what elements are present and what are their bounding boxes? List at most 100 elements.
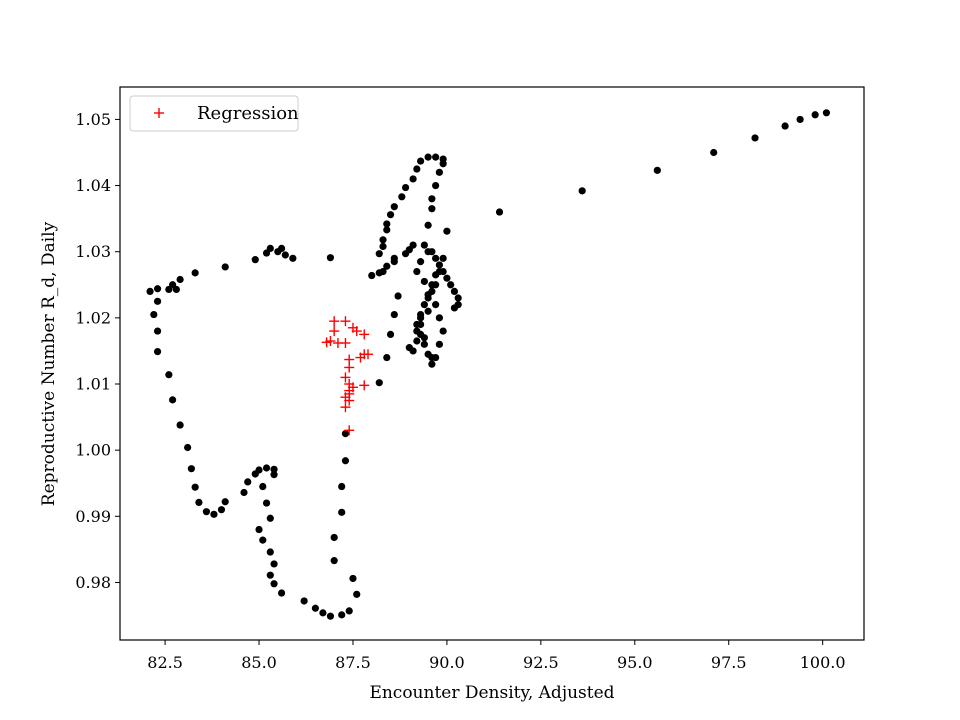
data-point-s0-41 [454,294,462,302]
data-point-s0-116 [255,466,263,474]
data-point-s0-144 [375,379,383,387]
data-point-s0-119 [270,471,278,479]
data-point-s0-47 [424,307,432,315]
data-point-s0-31 [417,310,425,319]
data-point-s0-148 [394,292,402,300]
data-point-s0-24 [439,327,447,335]
data-points [146,109,831,620]
data-point-s0-71 [379,242,387,251]
data-point-s0-48 [417,320,425,329]
data-point-s0-0 [822,109,831,117]
legend-label-regression: Regression [197,103,299,124]
data-point-s0-96 [153,285,162,293]
data-point-s0-145 [383,353,391,362]
data-point-s0-108 [195,498,203,507]
data-point-s0-64 [401,183,410,192]
data-point-s0-110 [210,510,218,518]
data-point-s0-95 [172,285,180,294]
data-point-s0-107 [191,483,199,491]
regression-point-19 [340,402,351,413]
regression-point-23 [355,352,366,363]
data-point-s0-91 [191,269,199,277]
data-point-s0-134 [338,611,346,619]
legend-box [129,95,299,132]
y-tick-label: 0.98 [75,573,111,592]
data-point-s0-89 [251,256,259,264]
data-point-s0-88 [262,249,271,257]
data-point-s0-4 [751,134,759,142]
data-point-s0-22 [432,301,440,309]
x-tick-label: 95.0 [617,653,653,672]
data-point-s0-49 [420,334,428,342]
data-point-s0-97 [146,287,154,295]
data-point-s0-126 [270,560,278,568]
data-point-s0-40 [450,287,459,295]
data-point-s0-35 [432,271,440,279]
data-point-s0-136 [353,590,361,598]
legend: Regression [129,95,299,132]
data-point-s0-123 [255,525,263,534]
data-point-s0-60 [424,153,432,161]
data-point-s0-43 [450,304,459,312]
data-point-s0-105 [184,443,192,452]
data-point-s0-124 [259,536,267,544]
regression-point-24 [359,380,370,391]
data-point-s0-8 [495,208,504,216]
data-point-s0-109 [202,508,211,516]
data-point-s0-54 [428,195,436,203]
x-tick-label: 92.5 [523,653,559,672]
data-point-s0-1 [811,111,819,119]
data-point-s0-6 [653,166,661,174]
data-point-s0-141 [338,482,346,491]
data-point-s0-78 [383,262,391,270]
data-point-s0-82 [326,254,335,262]
y-tick-label: 1.05 [75,110,111,129]
data-point-s0-36 [435,261,443,269]
data-point-s0-100 [153,327,162,335]
data-point-s0-92 [176,275,184,284]
data-point-s0-67 [386,211,395,219]
x-tick-label: 90.0 [429,653,465,672]
data-point-s0-39 [447,281,455,289]
data-point-s0-127 [266,571,274,579]
y-axis-label: Reproductive Number R_d, Daily [39,221,59,506]
data-point-s0-18 [417,258,425,266]
data-point-s0-32 [420,301,428,309]
y-tick-label: 0.99 [75,507,111,526]
regression-point-8 [340,337,351,348]
data-point-s0-135 [345,607,353,615]
data-point-s0-121 [262,499,271,507]
data-point-s0-72 [375,250,383,258]
legend-marker-regression [154,108,164,118]
data-point-s0-66 [390,203,398,211]
data-point-s0-65 [398,193,406,201]
data-point-s0-140 [338,508,346,516]
data-point-s0-133 [326,612,335,620]
data-point-s0-103 [169,396,177,404]
regression-point-4 [359,329,370,340]
data-point-s0-51 [428,360,436,368]
data-point-s0-94 [165,285,173,294]
data-point-s0-139 [330,533,338,542]
data-point-s0-53 [428,205,436,213]
y-tick-label: 1.02 [75,308,111,327]
data-point-s0-70 [379,236,387,244]
data-point-s0-10 [439,254,447,262]
data-point-s0-99 [150,310,158,319]
x-tick-label: 82.5 [147,653,183,672]
data-point-s0-5 [710,148,718,157]
data-point-s0-138 [330,557,338,565]
data-point-s0-131 [311,604,319,612]
regression-point-22 [363,349,373,360]
regression-point-5 [329,326,340,337]
regression-point-3 [351,326,362,337]
data-point-s0-102 [165,371,173,379]
y-tick-label: 1.01 [75,375,111,394]
data-point-s0-125 [266,548,274,556]
data-point-s0-46 [432,254,440,262]
data-point-s0-84 [281,251,289,259]
data-point-s0-34 [428,281,436,289]
data-point-s0-106 [187,465,195,473]
data-point-s0-38 [443,274,451,282]
data-point-s0-113 [240,488,248,497]
